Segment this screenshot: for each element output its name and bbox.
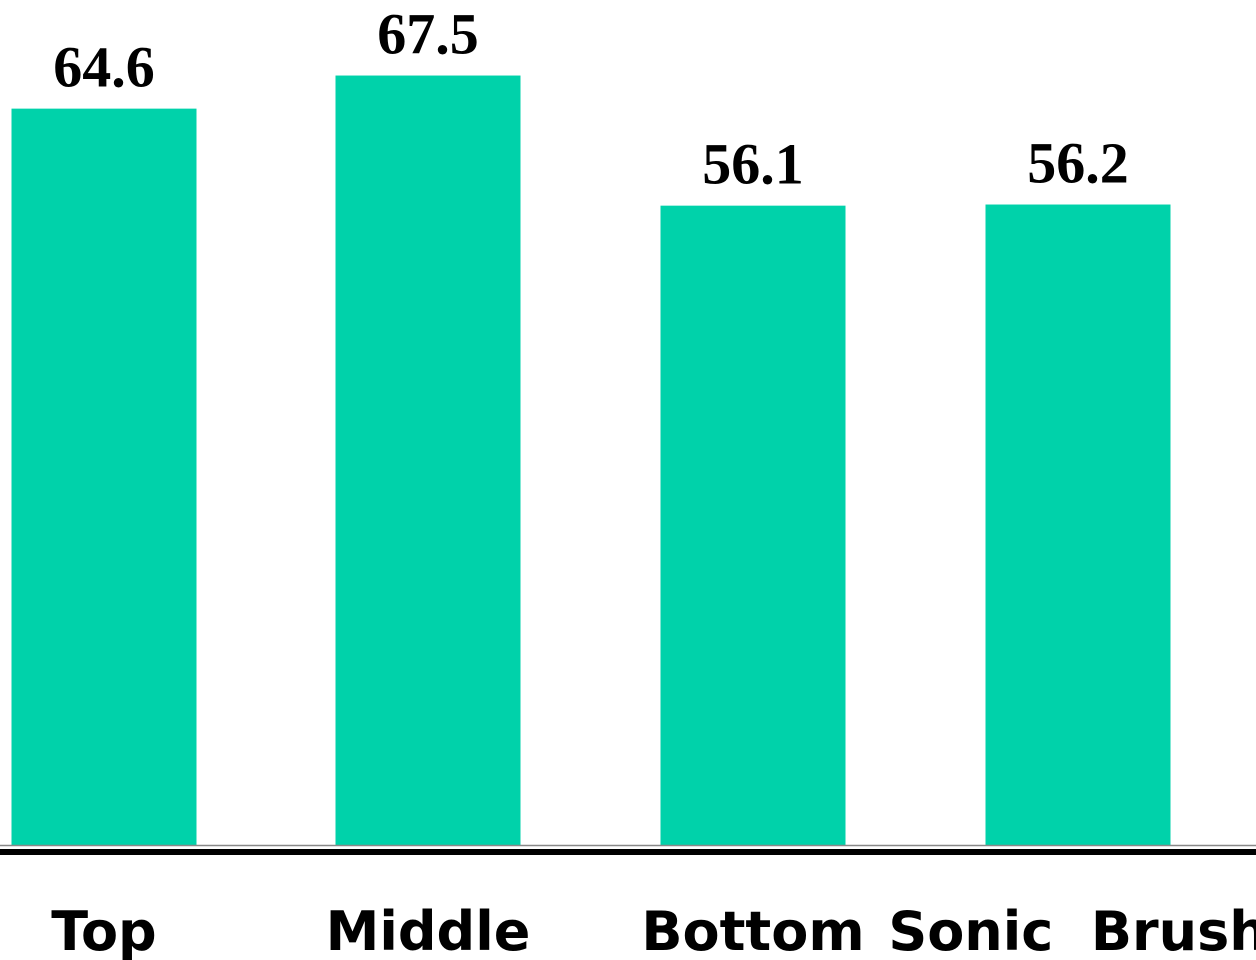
- bar-sonic-brush: [985, 204, 1171, 846]
- bar-bottom: [660, 205, 846, 846]
- data-label-sonic-brush: 56.2: [1027, 131, 1129, 196]
- category-label-sonic-brush: Sonic Brush: [888, 900, 1256, 960]
- category-label-middle: Middle: [326, 900, 531, 960]
- value-labels-layer: 64.6 67.5 56.1 56.2: [53, 2, 1129, 197]
- data-label-bottom: 56.1: [702, 132, 804, 197]
- data-label-middle: 67.5: [377, 2, 479, 67]
- data-label-top: 64.6: [53, 35, 155, 100]
- bars-layer: [11, 75, 1171, 847]
- bar-middle: [335, 75, 521, 847]
- category-label-top: Top: [51, 900, 156, 960]
- x-axis-line: [0, 849, 1256, 855]
- x-axis: [0, 844, 1256, 855]
- category-labels-layer: Top Middle Bottom Sonic Brush: [51, 900, 1256, 960]
- category-label-bottom: Bottom: [641, 900, 864, 960]
- bar-top: [11, 108, 197, 846]
